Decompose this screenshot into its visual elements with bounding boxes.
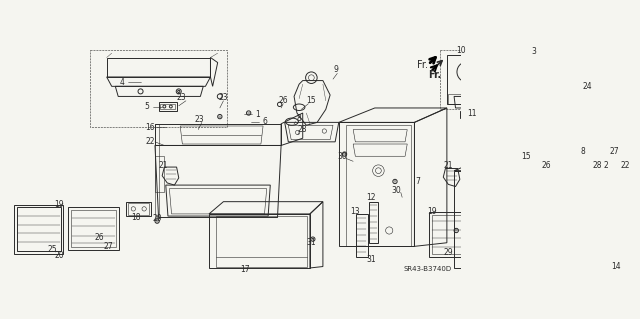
Text: 22: 22 (145, 137, 155, 146)
Text: 15: 15 (522, 152, 531, 161)
Text: 15: 15 (307, 95, 316, 105)
Text: 30: 30 (392, 186, 401, 195)
Text: 30: 30 (337, 152, 348, 161)
Text: 10: 10 (456, 46, 466, 55)
Text: 20: 20 (54, 251, 64, 260)
Text: 19: 19 (428, 207, 437, 216)
Text: 1: 1 (255, 110, 260, 119)
Text: 31: 31 (307, 238, 316, 247)
Text: 31: 31 (366, 255, 376, 264)
Text: 26: 26 (541, 161, 551, 170)
Text: 12: 12 (367, 193, 376, 202)
Text: Fr.: Fr. (428, 70, 442, 80)
Text: 26: 26 (278, 96, 288, 105)
Text: 28: 28 (592, 161, 602, 170)
Text: 21: 21 (158, 161, 168, 170)
Text: 3: 3 (531, 47, 536, 56)
Text: 4: 4 (120, 78, 125, 86)
Text: 27: 27 (103, 242, 113, 251)
Text: 9: 9 (333, 65, 339, 74)
Text: 23: 23 (177, 93, 186, 102)
Text: Fr.: Fr. (417, 60, 428, 70)
Text: 18: 18 (131, 213, 140, 222)
Text: 23: 23 (219, 93, 228, 102)
Text: 24: 24 (582, 82, 592, 91)
Text: 14: 14 (611, 262, 621, 271)
Text: 6: 6 (263, 117, 268, 126)
Text: 13: 13 (350, 207, 360, 216)
Text: 29: 29 (152, 214, 162, 224)
Text: 8: 8 (297, 114, 301, 123)
Text: 11: 11 (467, 108, 477, 117)
Text: 2: 2 (603, 161, 608, 170)
Text: 17: 17 (240, 265, 250, 274)
Text: 21: 21 (444, 161, 453, 170)
Text: SR43-B3740D: SR43-B3740D (404, 266, 452, 272)
Text: 7: 7 (415, 177, 420, 186)
Text: 27: 27 (609, 147, 619, 156)
Text: 26: 26 (95, 233, 104, 242)
Text: 25: 25 (47, 245, 57, 255)
Text: 28: 28 (298, 125, 307, 134)
Text: 16: 16 (145, 123, 155, 132)
Text: 19: 19 (54, 200, 64, 209)
Text: 23: 23 (195, 115, 204, 124)
Text: 22: 22 (621, 161, 630, 170)
Text: 29: 29 (444, 248, 453, 256)
Text: 5: 5 (145, 102, 150, 111)
Text: 8: 8 (580, 147, 585, 156)
